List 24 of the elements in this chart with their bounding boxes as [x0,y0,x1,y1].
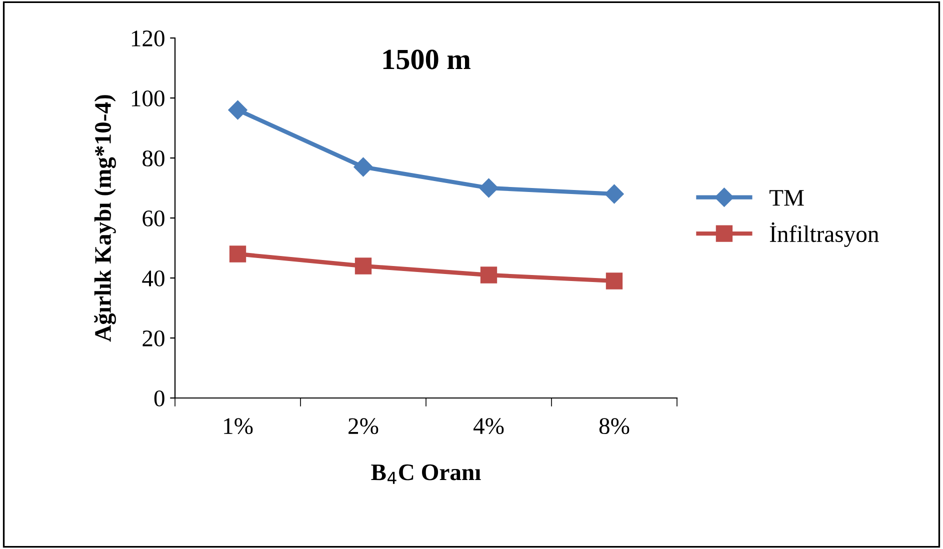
y-tick-label: 0 [154,390,164,406]
point [604,184,624,204]
y-tick-label: 120 [132,30,164,46]
chart-title: 1500 m [383,50,470,70]
y-tick-label: 80 [142,150,164,166]
point [480,266,498,284]
x-axis-title: B$_{4}$C Oranı [371,464,481,484]
legend-label: TM [770,190,804,206]
y-tick-label: 40 [142,270,164,286]
point [228,100,248,120]
point [229,246,246,262]
x-tick-label: 4% [473,418,504,434]
y-tick-label: 100 [132,90,164,106]
point [354,258,372,274]
x-tick-label: 1% [224,418,253,434]
y-tick-label: 20 [142,330,164,346]
point [479,178,498,198]
x-tick-label: 8% [599,418,630,434]
y-axis-title: Ağırlık Kaybı (mg*10-4) [94,95,116,342]
x-tick-label: 2% [348,418,378,434]
legend-label: İnfiltrasyon [770,222,879,247]
point [354,157,373,177]
point [606,272,623,290]
y-tick-label: 60 [142,210,164,226]
